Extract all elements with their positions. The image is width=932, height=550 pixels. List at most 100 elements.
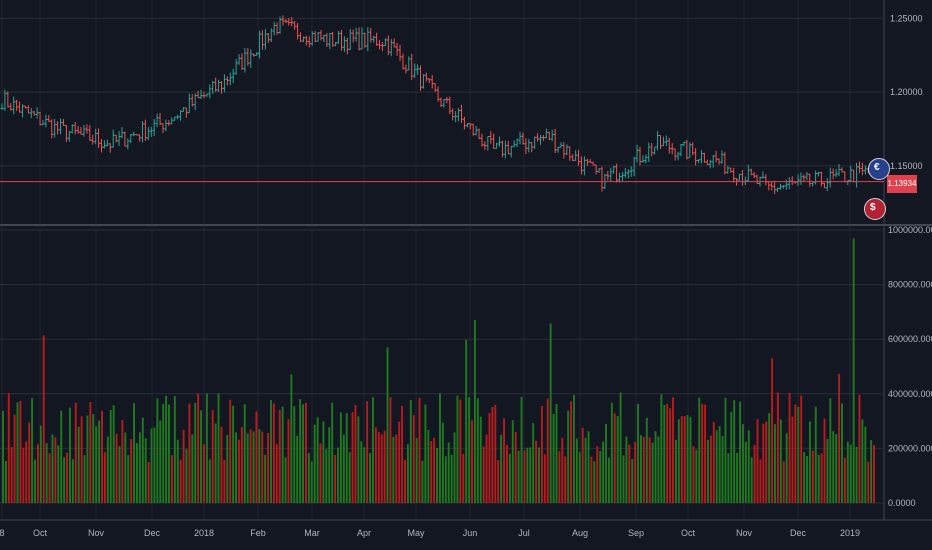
volume-bar xyxy=(235,432,237,503)
eu-flag-icon[interactable] xyxy=(868,158,890,180)
volume-bar xyxy=(552,413,555,503)
volume-bar xyxy=(147,462,150,503)
volume-bar xyxy=(750,457,753,503)
volume-bar xyxy=(398,421,401,503)
volume-bar xyxy=(261,431,264,503)
volume-bar xyxy=(776,392,779,503)
volume-bar xyxy=(747,430,750,503)
volume-bar xyxy=(471,420,473,503)
volume-bar xyxy=(197,393,200,503)
volume-bar xyxy=(103,452,106,503)
volume-bar xyxy=(707,439,709,503)
volume-bar xyxy=(165,395,168,503)
volume-bar xyxy=(570,401,573,503)
volume-bar xyxy=(412,415,415,503)
volume-bar xyxy=(281,406,284,503)
volume-bar xyxy=(71,459,74,503)
time-tick-label: Jun xyxy=(463,528,478,538)
volume-bar xyxy=(753,444,756,503)
volume-bar xyxy=(774,424,776,503)
volume-bar xyxy=(599,450,602,503)
volume-bar xyxy=(855,446,858,503)
volume-bar xyxy=(144,438,147,503)
volume-bar xyxy=(98,420,101,503)
volume-bar xyxy=(689,416,692,503)
volume-bar xyxy=(573,394,575,503)
volume-bar xyxy=(575,438,578,503)
volume-bar xyxy=(48,453,51,503)
volume-bar xyxy=(546,398,549,503)
volume-bar xyxy=(77,426,80,503)
volume-bar xyxy=(823,418,826,503)
time-tick-label: May xyxy=(407,528,425,538)
volume-bar xyxy=(51,434,54,503)
volume-bar xyxy=(115,433,118,503)
price-tick-label: 1.20000 xyxy=(890,87,923,97)
volume-bar xyxy=(532,422,535,503)
us-flag-icon[interactable] xyxy=(864,198,886,220)
volume-bar xyxy=(337,447,339,503)
volume-bar xyxy=(523,450,526,503)
price-tick-label: 1.25000 xyxy=(890,13,923,23)
volume-bar xyxy=(567,410,570,503)
volume-bar xyxy=(284,457,287,503)
volume-bar xyxy=(564,456,567,503)
volume-bar xyxy=(4,461,7,503)
volume-bar xyxy=(31,398,34,503)
volume-bar xyxy=(561,437,564,503)
volume-bar xyxy=(619,392,622,503)
volume-bar xyxy=(255,411,258,503)
volume-bar xyxy=(369,453,371,503)
volume-bar xyxy=(709,435,712,503)
time-tick-label: Jul xyxy=(518,528,530,538)
volume-bar xyxy=(118,446,121,503)
volume-bar xyxy=(313,424,316,503)
volume-bar xyxy=(237,439,240,503)
volume-bar xyxy=(596,445,599,503)
volume-bar xyxy=(310,461,313,503)
time-tick-label: Apr xyxy=(357,528,371,538)
volume-bar xyxy=(680,416,683,503)
volume-bar xyxy=(625,436,628,503)
us-marker-label: $ xyxy=(870,202,876,213)
volume-bar xyxy=(497,460,500,503)
volume-bar xyxy=(698,397,701,503)
volume-bar xyxy=(211,409,214,503)
volume-bar xyxy=(736,452,739,503)
volume-bar xyxy=(651,442,654,503)
volume-bar xyxy=(462,453,465,503)
volume-bar xyxy=(299,399,302,503)
volume-bar xyxy=(584,437,587,503)
volume-bar xyxy=(829,398,832,503)
price-tick-label: 1.15000 xyxy=(890,161,923,171)
volume-bar xyxy=(607,457,610,503)
volume-bar xyxy=(60,410,63,503)
volume-bar xyxy=(666,403,669,503)
volume-bar xyxy=(771,358,774,503)
volume-bar xyxy=(645,417,648,503)
volume-bar xyxy=(57,445,60,503)
volume-bar xyxy=(733,400,736,503)
volume-bar xyxy=(744,441,747,503)
volume-bar xyxy=(214,423,217,503)
volume-bar xyxy=(252,431,255,503)
volume-bar xyxy=(377,431,380,503)
volume-bar xyxy=(628,444,631,503)
volume-bar xyxy=(290,374,293,503)
last-price-label: 1.13934 xyxy=(887,175,917,193)
volume-bar xyxy=(101,410,103,503)
volume-bar xyxy=(759,459,762,503)
volume-bar xyxy=(730,412,733,503)
volume-bar xyxy=(517,450,520,503)
volume-bar xyxy=(712,421,715,503)
volume-bar xyxy=(293,406,296,503)
time-tick-label: 2019 xyxy=(840,528,860,538)
volume-bar xyxy=(83,455,86,503)
volume-bar xyxy=(686,414,689,503)
volume-bar xyxy=(424,404,427,503)
volume-bar xyxy=(200,410,203,503)
volume-bar xyxy=(817,454,820,503)
volume-bar xyxy=(441,422,444,503)
